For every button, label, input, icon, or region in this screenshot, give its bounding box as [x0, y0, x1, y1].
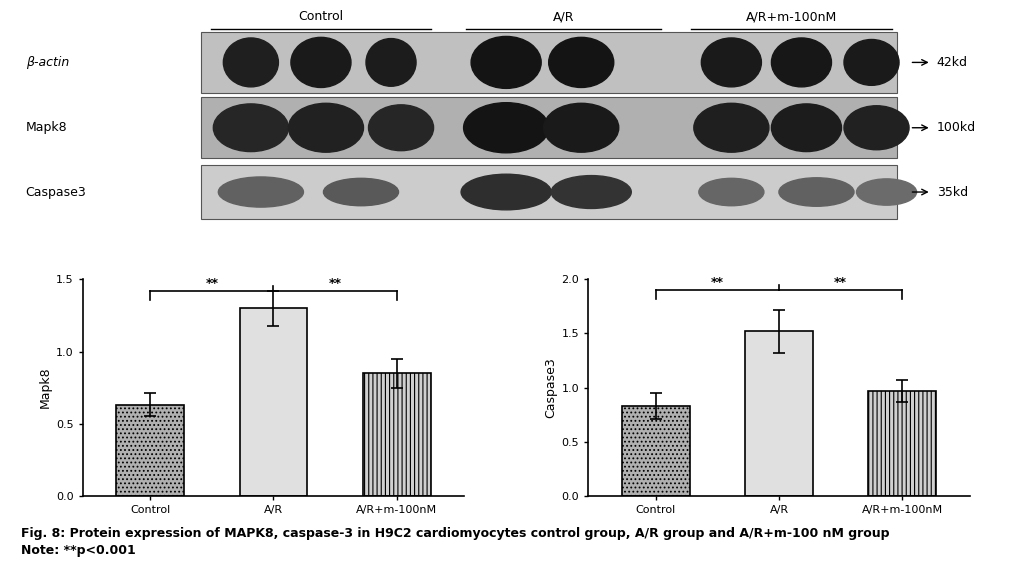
Ellipse shape: [779, 178, 854, 206]
Bar: [239, 308, 308, 496]
Ellipse shape: [844, 39, 899, 86]
Ellipse shape: [771, 38, 832, 87]
Ellipse shape: [844, 106, 909, 150]
Ellipse shape: [702, 38, 762, 87]
Ellipse shape: [223, 38, 279, 87]
Ellipse shape: [323, 178, 398, 206]
Text: Note: **p<0.001: Note: **p<0.001: [21, 544, 135, 557]
Bar: [201, 97, 897, 158]
Text: β-actin: β-actin: [26, 56, 69, 69]
Ellipse shape: [461, 174, 551, 210]
Text: A/R: A/R: [553, 10, 575, 23]
Ellipse shape: [471, 36, 541, 88]
Ellipse shape: [857, 179, 916, 205]
Y-axis label: Mapk8: Mapk8: [39, 367, 52, 409]
Ellipse shape: [288, 103, 363, 152]
Ellipse shape: [694, 103, 769, 152]
Ellipse shape: [544, 103, 619, 152]
Bar: [201, 32, 897, 93]
Ellipse shape: [291, 38, 351, 87]
Bar: [201, 165, 897, 219]
Text: **: **: [834, 276, 847, 289]
Ellipse shape: [219, 177, 303, 207]
Bar: [363, 373, 430, 496]
Text: Caspase3: Caspase3: [26, 185, 87, 198]
Text: **: **: [711, 276, 724, 289]
Y-axis label: Caspase3: Caspase3: [544, 357, 557, 418]
Ellipse shape: [463, 103, 549, 153]
Ellipse shape: [214, 104, 288, 152]
Text: A/R+m-100nM: A/R+m-100nM: [746, 10, 837, 23]
Bar: [622, 406, 689, 496]
Ellipse shape: [699, 178, 764, 206]
Bar: [869, 391, 936, 496]
Text: **: **: [328, 276, 342, 290]
Bar: [745, 331, 813, 496]
Text: Mapk8: Mapk8: [26, 121, 67, 135]
Text: 42kd: 42kd: [937, 56, 968, 69]
Text: 35kd: 35kd: [937, 185, 968, 198]
Ellipse shape: [366, 39, 416, 86]
Bar: [117, 405, 184, 496]
Text: **: **: [205, 276, 219, 290]
Text: Control: Control: [298, 10, 344, 23]
Ellipse shape: [772, 104, 841, 152]
Ellipse shape: [551, 176, 632, 209]
Ellipse shape: [368, 105, 433, 150]
Ellipse shape: [549, 38, 614, 87]
Text: Fig. 8: Protein expression of MAPK8, caspase-3 in H9C2 cardiomyocytes control gr: Fig. 8: Protein expression of MAPK8, cas…: [21, 527, 890, 540]
Text: 100kd: 100kd: [937, 121, 975, 135]
